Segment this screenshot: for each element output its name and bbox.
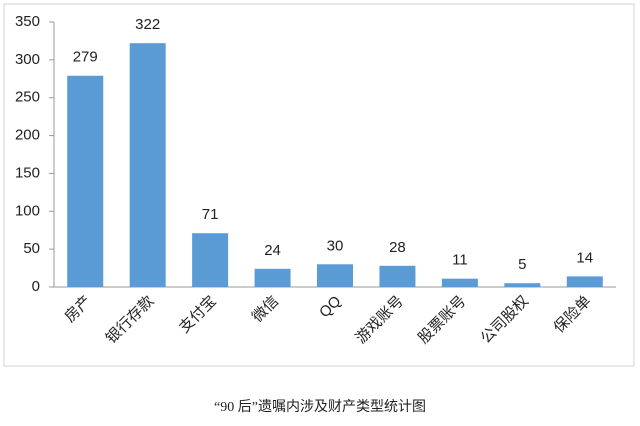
x-tick-label: 游戏账号 [353, 293, 407, 347]
bar [129, 43, 166, 288]
y-tick-label: 100 [15, 202, 40, 219]
x-tick-label: 支付宝 [176, 293, 220, 337]
data-label: 14 [576, 249, 593, 266]
y-tick-label: 50 [23, 240, 40, 257]
data-label: 24 [264, 242, 281, 259]
x-tick-label: QQ [316, 293, 345, 322]
x-tick-label: 银行存款 [103, 293, 157, 347]
y-tick-label: 350 [15, 13, 40, 30]
chart-frame [3, 3, 635, 367]
x-tick-label: 公司股权 [478, 293, 532, 347]
bar [566, 276, 603, 287]
data-label: 322 [135, 16, 160, 33]
data-label: 11 [452, 252, 468, 269]
x-tick-label: 微信 [249, 293, 282, 326]
bar [441, 278, 478, 287]
bar [504, 283, 541, 287]
data-label: 28 [389, 239, 406, 256]
x-tick-label: 保险单 [551, 293, 595, 337]
bar [67, 75, 104, 287]
y-tick-label: 0 [32, 278, 40, 295]
chart-title: “90 后”遗嘱内涉及财产类型统计图 [214, 399, 426, 415]
y-tick-label: 150 [15, 164, 40, 181]
bar [379, 265, 416, 287]
data-label: 71 [202, 206, 219, 223]
data-label: 279 [73, 49, 98, 66]
bar [254, 268, 291, 287]
x-tick-label: 房产 [62, 293, 95, 326]
data-label: 30 [327, 237, 344, 254]
bar [192, 233, 229, 287]
data-label: 5 [518, 256, 526, 273]
y-tick-label: 200 [15, 127, 40, 144]
x-tick-label: 股票账号 [415, 293, 469, 347]
bar [317, 264, 353, 287]
y-tick-label: 250 [15, 89, 40, 106]
y-tick-label: 300 [15, 51, 40, 68]
